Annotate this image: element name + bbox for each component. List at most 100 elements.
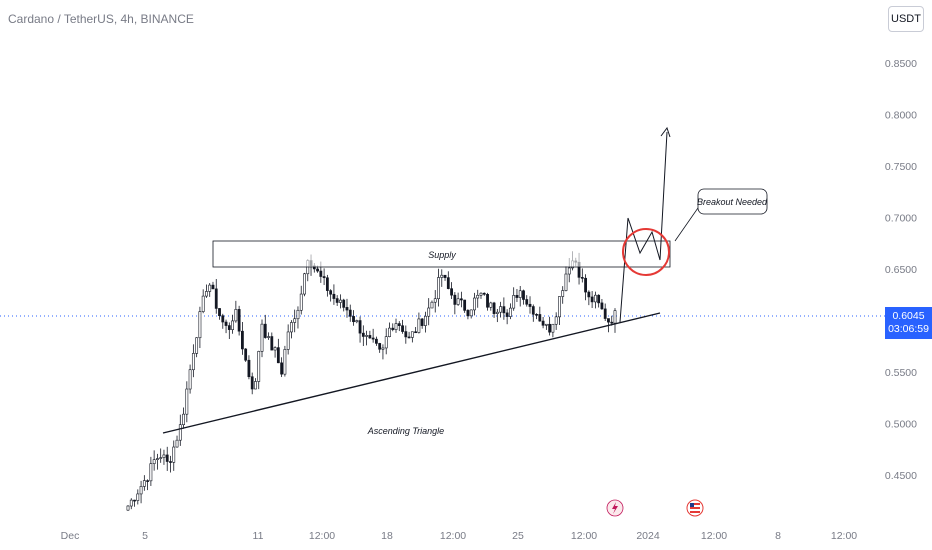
candle-up bbox=[283, 349, 287, 375]
candle-down bbox=[515, 295, 519, 298]
candle-down bbox=[414, 331, 418, 334]
candle-down bbox=[401, 325, 404, 332]
candle-up bbox=[254, 381, 257, 390]
candle-down bbox=[146, 480, 150, 482]
candle-up bbox=[499, 306, 503, 313]
candle-down bbox=[371, 337, 375, 340]
candle-up bbox=[544, 323, 548, 326]
candle-up bbox=[440, 274, 444, 278]
current-price-value: 0.6045 bbox=[892, 310, 925, 322]
candle-up bbox=[162, 454, 166, 458]
x-tick-label: Dec bbox=[61, 530, 80, 542]
candle-down bbox=[375, 338, 378, 344]
candle-down bbox=[250, 376, 254, 390]
candle-up bbox=[296, 309, 300, 320]
candle-down bbox=[368, 335, 372, 339]
candle-up bbox=[551, 323, 555, 333]
candle-down bbox=[502, 306, 506, 314]
y-tick-label: 0.7000 bbox=[885, 213, 917, 225]
supply-zone[interactable] bbox=[212, 240, 671, 268]
candle-down bbox=[610, 321, 614, 324]
candle-up bbox=[613, 310, 617, 324]
candle-down bbox=[358, 320, 362, 334]
us-flag-event-icon[interactable] bbox=[686, 499, 704, 517]
x-tick-label: 12:00 bbox=[440, 530, 466, 542]
candle-down bbox=[404, 331, 408, 338]
candle-up bbox=[355, 320, 359, 323]
x-tick-label: 12:00 bbox=[309, 530, 335, 542]
candle-down bbox=[133, 499, 136, 502]
candle-up bbox=[234, 309, 238, 322]
candle-up bbox=[267, 336, 270, 338]
candle-down bbox=[263, 323, 267, 338]
y-tick-label: 0.8500 bbox=[885, 58, 917, 70]
candle-up bbox=[303, 273, 306, 295]
candle-up bbox=[205, 291, 208, 297]
candle-up bbox=[182, 413, 185, 425]
candle-down bbox=[276, 347, 280, 364]
bar-countdown: 03:06:59 bbox=[888, 323, 929, 335]
candle-up bbox=[417, 318, 421, 333]
candle-down bbox=[407, 336, 411, 339]
candle-down bbox=[541, 320, 545, 326]
candle-up bbox=[195, 337, 199, 354]
candle-down bbox=[450, 288, 453, 296]
candle-up bbox=[430, 301, 434, 309]
candle-down bbox=[535, 314, 538, 316]
candle-up bbox=[273, 347, 277, 351]
candle-up bbox=[384, 336, 388, 349]
candle-up bbox=[198, 311, 202, 339]
supply-label: Supply bbox=[428, 250, 456, 260]
candle-down bbox=[492, 302, 496, 314]
y-tick-label: 0.4500 bbox=[885, 470, 917, 482]
candle-down bbox=[214, 288, 218, 309]
candle-up bbox=[152, 459, 156, 464]
currency-button[interactable]: USDT bbox=[888, 6, 924, 32]
candle-down bbox=[463, 299, 467, 311]
candle-up bbox=[476, 294, 480, 299]
projected-path[interactable] bbox=[619, 131, 668, 323]
candle-up bbox=[299, 293, 303, 311]
candle-down bbox=[528, 303, 532, 307]
candle-up bbox=[175, 439, 179, 448]
ascending-triangle-support-line[interactable] bbox=[162, 312, 661, 434]
y-tick-label: 0.5000 bbox=[885, 419, 917, 431]
candle-down bbox=[221, 315, 225, 323]
candle-up bbox=[156, 458, 159, 460]
callout-box[interactable] bbox=[697, 188, 768, 215]
candle-down bbox=[600, 302, 604, 310]
candle-up bbox=[231, 320, 234, 330]
candle-up bbox=[509, 307, 512, 317]
candle-up bbox=[129, 499, 133, 507]
candle-down bbox=[482, 292, 486, 295]
arrow-head-icon bbox=[660, 126, 671, 138]
candle-down bbox=[227, 325, 231, 330]
breakout-zone-circle[interactable] bbox=[622, 228, 670, 276]
candle-down bbox=[607, 318, 610, 323]
candle-up bbox=[567, 267, 571, 275]
candle-up bbox=[388, 327, 391, 337]
candle-down bbox=[319, 270, 323, 277]
candle-up bbox=[427, 307, 431, 317]
candle-down bbox=[505, 312, 509, 317]
candle-down bbox=[224, 321, 228, 326]
candle-down bbox=[391, 327, 395, 330]
x-tick-label: 12:00 bbox=[701, 530, 727, 542]
candle-down bbox=[420, 318, 424, 326]
candle-down bbox=[522, 290, 525, 300]
y-tick-label: 0.5500 bbox=[885, 367, 917, 379]
triangle-label: Ascending Triangle bbox=[367, 426, 444, 436]
candle-up bbox=[473, 297, 476, 311]
candle-down bbox=[486, 294, 489, 308]
candle-down bbox=[587, 291, 591, 298]
candle-up bbox=[381, 347, 385, 350]
y-tick-label: 0.8000 bbox=[885, 110, 917, 122]
lightning-event-icon[interactable] bbox=[606, 499, 624, 517]
x-axis-ticks: Dec 5 11 12:00 18 12:00 25 12:00 2024 12:00 8 12:00 bbox=[61, 530, 858, 542]
candle-down bbox=[247, 359, 251, 378]
candle-up bbox=[208, 284, 212, 292]
candle-down bbox=[237, 309, 241, 332]
candle-up bbox=[188, 369, 192, 390]
candle-down bbox=[345, 307, 349, 311]
